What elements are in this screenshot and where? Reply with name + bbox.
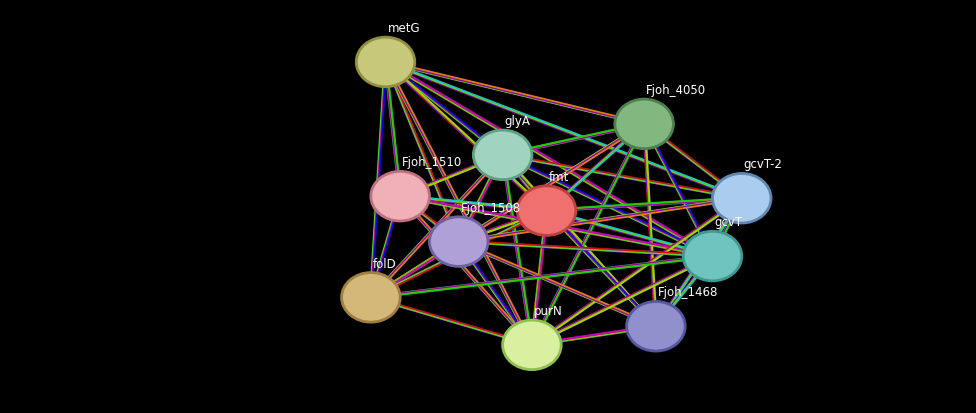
Ellipse shape: [371, 171, 429, 221]
Ellipse shape: [342, 273, 400, 322]
Text: purN: purN: [534, 305, 562, 318]
Ellipse shape: [627, 301, 685, 351]
Text: Fjoh_4050: Fjoh_4050: [646, 84, 707, 97]
Ellipse shape: [356, 37, 415, 87]
Text: gcvT: gcvT: [714, 216, 743, 229]
Ellipse shape: [478, 134, 528, 176]
Text: metG: metG: [387, 22, 420, 35]
Ellipse shape: [361, 41, 411, 83]
Text: Fjoh_1468: Fjoh_1468: [658, 287, 718, 299]
Ellipse shape: [473, 130, 532, 180]
Ellipse shape: [346, 276, 396, 318]
Ellipse shape: [615, 99, 673, 149]
Ellipse shape: [517, 186, 576, 235]
Text: folD: folD: [373, 258, 396, 271]
Text: gcvT-2: gcvT-2: [744, 159, 783, 171]
Text: fmt: fmt: [549, 171, 569, 184]
Ellipse shape: [522, 190, 572, 232]
Ellipse shape: [683, 231, 742, 281]
Ellipse shape: [503, 320, 561, 370]
Text: glyA: glyA: [505, 115, 531, 128]
Text: Fjoh_1508: Fjoh_1508: [461, 202, 521, 215]
Ellipse shape: [712, 173, 771, 223]
Ellipse shape: [429, 217, 488, 266]
Text: Fjoh_1510: Fjoh_1510: [402, 157, 463, 169]
